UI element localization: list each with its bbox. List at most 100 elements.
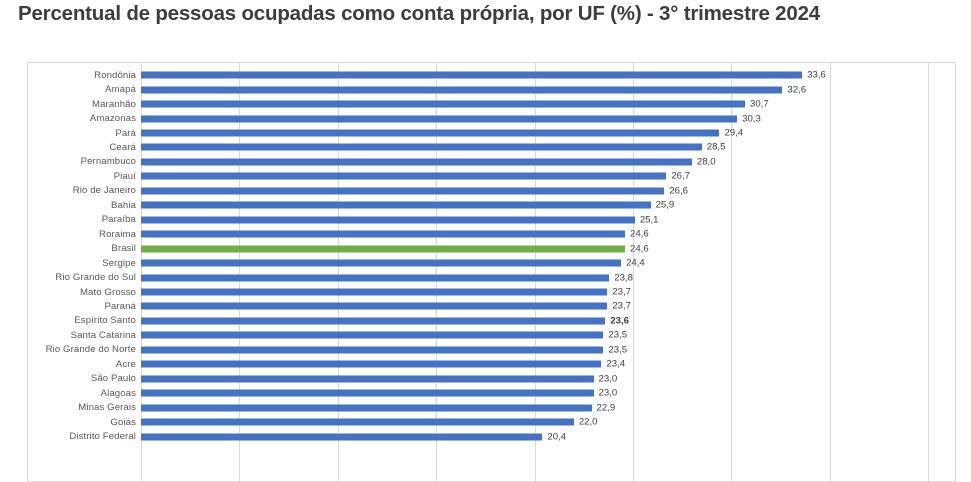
bar-row: Rio Grande do Sul 23,8	[28, 270, 955, 284]
bar-row: Piauí 26,7	[28, 169, 955, 183]
category-label: Paraíba	[101, 214, 136, 226]
bar	[141, 389, 594, 397]
category-label: Rondônia	[94, 69, 136, 81]
bar	[141, 302, 608, 310]
category-label: Sergipe	[102, 257, 136, 269]
bar	[141, 143, 702, 151]
bar	[141, 71, 803, 79]
bar-row: Rondônia 33,6	[28, 68, 955, 82]
bar-area: 30,7	[141, 97, 955, 111]
bar-area: 26,6	[141, 184, 955, 198]
category-label: Alagoas	[100, 387, 136, 399]
chart-container: Rondônia 33,6 Amapá 32,6 Maranhão 30,7 Amazona…	[27, 62, 956, 482]
bar	[141, 129, 720, 137]
bar-row: Pará 29,4	[28, 126, 955, 140]
bar	[141, 317, 606, 325]
bar-row: Goiás 22,0	[28, 415, 955, 429]
bar-area: 28,0	[141, 155, 955, 169]
bar-row: Mato Grosso 23,7	[28, 285, 955, 299]
bar	[141, 274, 610, 282]
bar-area: 24,4	[141, 256, 955, 270]
bar-area: 33,6	[141, 68, 955, 82]
bar-area: 23,0	[141, 386, 955, 400]
value-label: 22,9	[596, 402, 616, 414]
category-label: Rio Grande do Sul	[55, 272, 136, 284]
bar	[141, 375, 594, 383]
bar	[141, 172, 667, 180]
value-label: 29,4	[724, 127, 744, 139]
category-label: Mato Grosso	[79, 286, 136, 298]
value-label: 33,6	[807, 69, 826, 81]
category-label: Minas Gerais	[78, 402, 136, 414]
bar-area: 23,5	[141, 328, 955, 342]
bar-area: 30,3	[141, 111, 955, 125]
category-label: Espírito Santo	[74, 315, 136, 327]
category-label: Goiás	[110, 416, 136, 428]
bar	[141, 418, 574, 426]
value-label: 23,5	[608, 329, 628, 341]
gridline-0	[141, 63, 142, 481]
gridline-40	[928, 63, 929, 481]
bar-row: Roraima 24,6	[28, 227, 955, 241]
category-label: Acre	[115, 358, 136, 370]
gridline-35	[829, 63, 831, 481]
gridline-25	[632, 63, 634, 481]
category-label: Amazonas	[89, 113, 136, 125]
bar	[141, 404, 592, 412]
bar-area: 29,4	[141, 126, 955, 140]
value-label: 22,0	[578, 416, 598, 428]
gridline-20	[534, 63, 536, 481]
bar	[141, 216, 635, 224]
value-label: 23,8	[614, 272, 633, 284]
bar-row: Rio Grande do Norte 23,5	[28, 343, 955, 357]
bar-row: Paraíba 25,1	[28, 213, 955, 227]
bar-row: Alagoas 23,0	[28, 386, 955, 400]
category-label: Ceará	[109, 141, 136, 153]
bar-row: Maranhão 30,7	[28, 97, 955, 111]
bar-row: Sergipe 24,4	[28, 256, 955, 270]
bar-row: São Paulo 23,0	[28, 372, 955, 386]
bar-row: Bahia 25,9	[28, 198, 955, 212]
value-label: 23,6	[610, 315, 630, 327]
bar-row: Espírito Santo 23,6	[28, 314, 955, 328]
bar-area: 24,6	[141, 241, 955, 255]
gridline-10	[337, 63, 339, 481]
category-label: Brasil	[111, 243, 136, 255]
category-label: Paraná	[104, 300, 136, 312]
bar-area: 20,4	[141, 429, 955, 443]
value-label: 25,1	[639, 214, 659, 226]
gridline-15	[436, 63, 438, 481]
value-label: 23,5	[608, 344, 628, 356]
bar-row: Acre 23,4	[28, 357, 955, 371]
value-label: 25,9	[655, 199, 675, 211]
value-label: 23,0	[598, 373, 618, 385]
bar-row: Distrito Federal 20,4	[28, 429, 955, 443]
bar-area: 24,6	[141, 227, 955, 241]
category-label: Bahia	[110, 199, 136, 211]
bar-row: Amazonas 30,3	[28, 111, 955, 125]
category-label: Maranhão	[92, 98, 136, 110]
category-label: Pernambuco	[80, 156, 136, 168]
value-label: 23,4	[606, 358, 626, 370]
category-label: Pará	[115, 127, 136, 139]
bar-area: 23,6	[141, 314, 955, 328]
bar	[141, 86, 783, 94]
category-label: Rio de Janeiro	[72, 185, 136, 197]
category-label: Amapá	[105, 84, 136, 96]
bar-area: 23,8	[141, 270, 955, 284]
bar	[141, 230, 625, 238]
value-label: 24,6	[630, 228, 649, 240]
bar-row: Minas Gerais 22,9	[28, 400, 955, 414]
value-label: 23,0	[598, 387, 618, 399]
bar-row: Santa Catarina 23,5	[28, 328, 955, 342]
bar	[141, 360, 602, 368]
bar	[141, 346, 604, 354]
bar-area: 23,7	[141, 299, 955, 313]
bar-area: 23,5	[141, 343, 955, 357]
value-label: 26,7	[671, 170, 690, 182]
bar	[141, 433, 543, 441]
bar-row: Paraná 23,7	[28, 299, 955, 313]
bar	[141, 259, 622, 267]
bar-row: Brasil 24,6	[28, 241, 955, 255]
bar-area: 23,7	[141, 285, 955, 299]
